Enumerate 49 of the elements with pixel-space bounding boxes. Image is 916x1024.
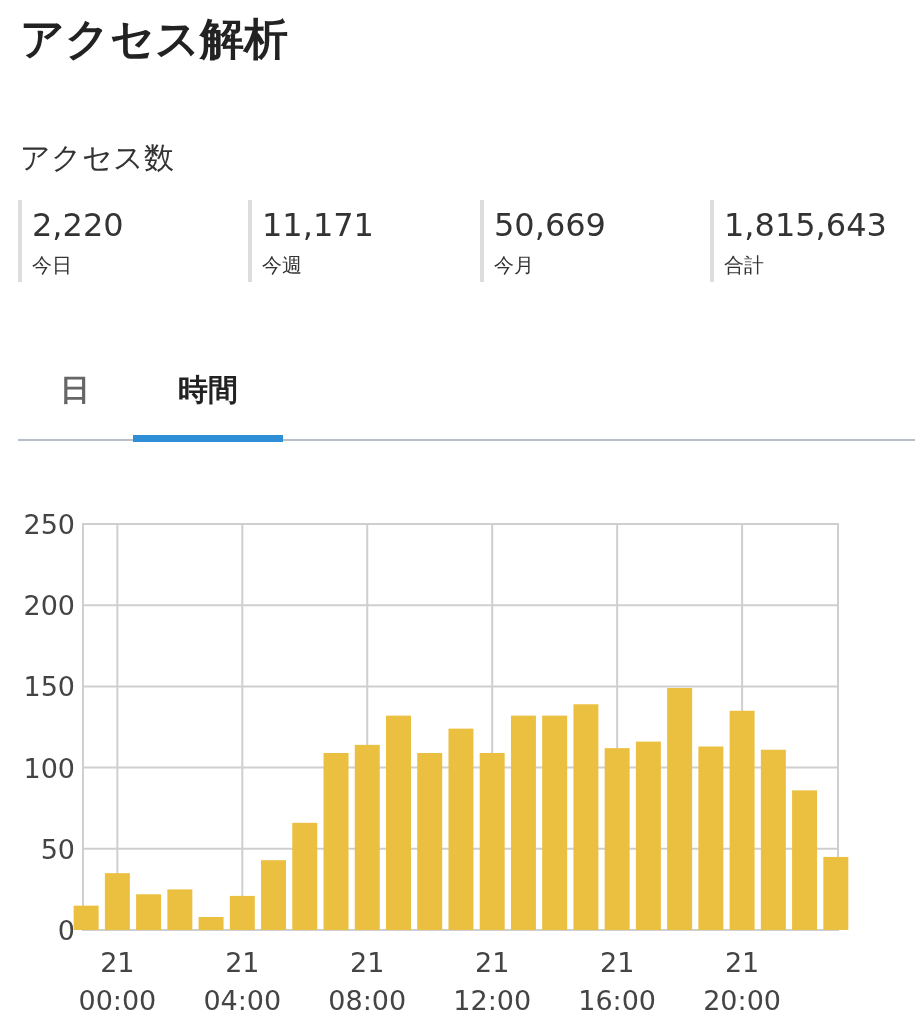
text: 2,220	[32, 206, 124, 244]
x-tick-label: 21 16:00	[578, 947, 657, 1016]
bar	[323, 752, 349, 930]
bar	[448, 728, 474, 930]
bar	[635, 741, 661, 930]
bar	[417, 752, 443, 930]
bar	[198, 917, 224, 930]
bar	[136, 894, 162, 930]
text: 今月	[494, 253, 534, 277]
text: 合計	[724, 253, 764, 277]
bar	[386, 715, 411, 930]
x-tick-label: 21 08:00	[328, 947, 407, 1016]
bar	[479, 752, 505, 930]
bar	[261, 860, 287, 930]
y-tick-label: 200	[23, 590, 75, 622]
bar	[73, 905, 99, 930]
bar	[823, 856, 849, 930]
bar	[354, 744, 380, 930]
y-tick-label: 50	[40, 833, 75, 865]
bar	[573, 704, 599, 930]
x-tick-label: 21 04:00	[203, 947, 282, 1016]
bar	[698, 746, 724, 930]
x-tick-label: 21 20:00	[703, 947, 782, 1016]
text: 11,171	[262, 206, 374, 244]
bar	[229, 895, 255, 930]
bar	[167, 889, 193, 930]
bar	[792, 790, 818, 930]
text: 1,815,643	[724, 206, 887, 244]
text: アクセス解析	[20, 13, 288, 64]
x-tick-label: 21 00:00	[78, 947, 157, 1016]
y-tick-label: 250	[23, 509, 75, 540]
x-tick-label: 21 12:00	[453, 947, 532, 1016]
y-tick-label: 150	[23, 671, 75, 703]
bar	[604, 748, 630, 930]
bar	[292, 822, 318, 930]
bar	[510, 715, 536, 930]
bar	[667, 688, 693, 930]
y-tick-label: 100	[23, 752, 75, 784]
text: 今週	[262, 253, 302, 277]
text: 時間	[178, 372, 238, 407]
text: 日	[60, 372, 90, 407]
y-tick-label: 0	[57, 915, 75, 946]
bar	[104, 873, 130, 930]
text: アクセス数	[20, 140, 174, 175]
bar	[760, 749, 786, 930]
text: 50,669	[494, 206, 606, 244]
bar	[542, 715, 568, 930]
text: 今日	[32, 253, 72, 277]
bar	[729, 710, 755, 930]
